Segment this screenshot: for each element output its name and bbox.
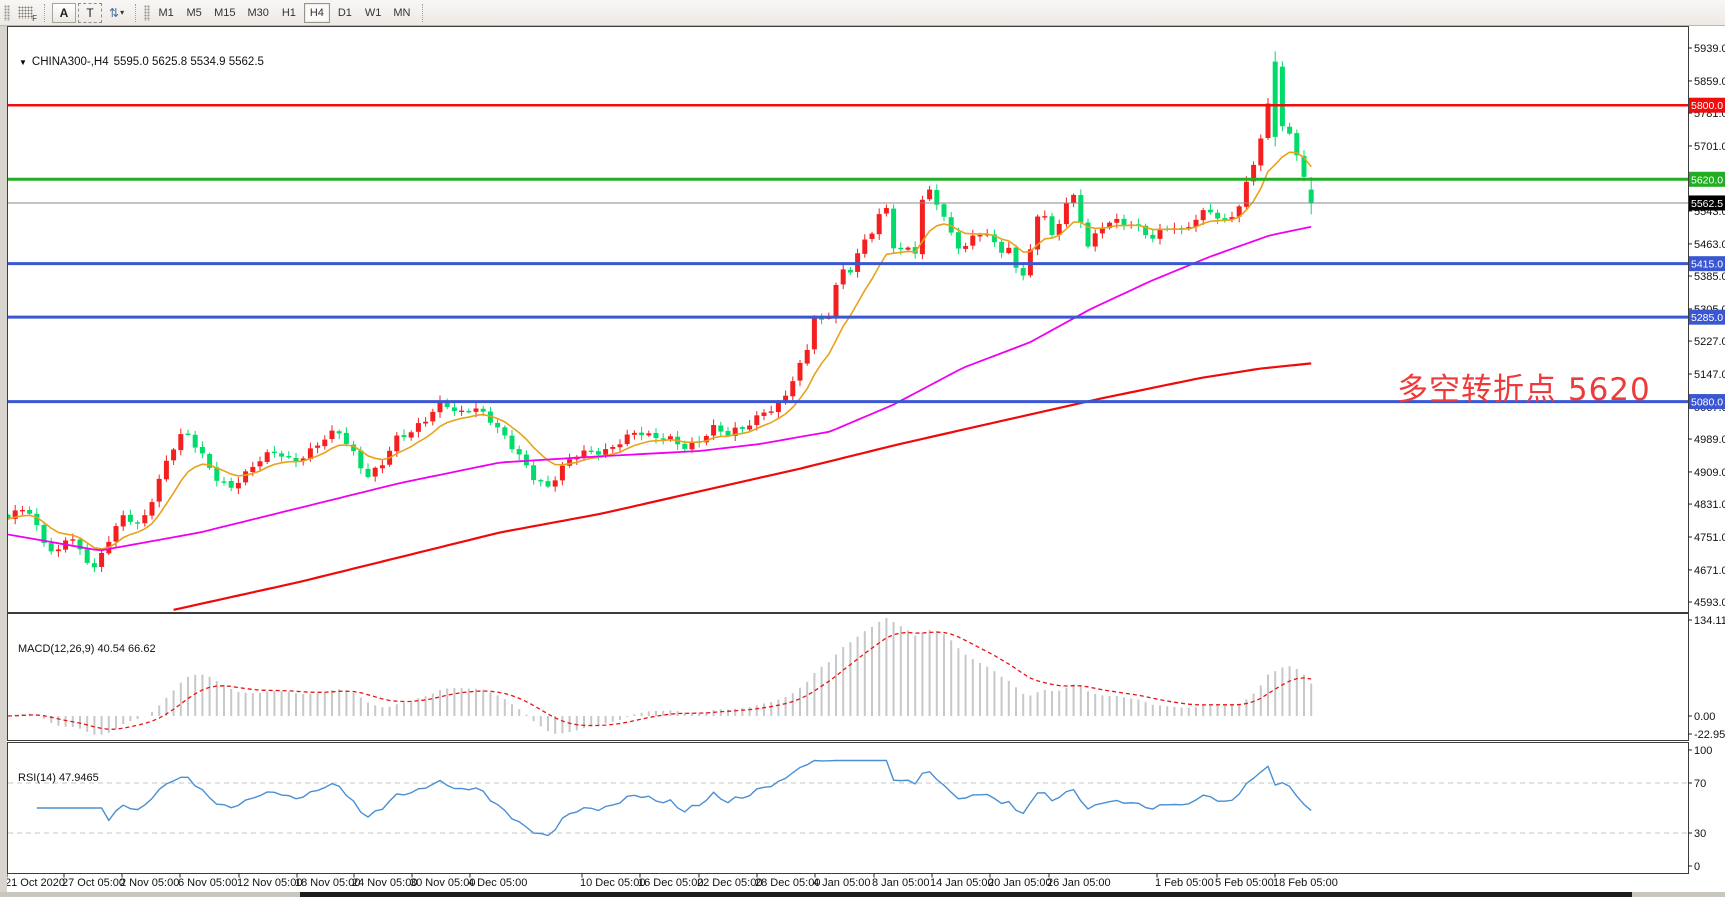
svg-text:4751.0: 4751.0 (1694, 532, 1725, 544)
timeframe-button-m15[interactable]: M15 (214, 6, 236, 19)
grid-icon: F (18, 6, 37, 23)
timeframe-button-w1[interactable]: W1 (364, 6, 382, 19)
level-lines (8, 103, 1688, 404)
svg-text:100: 100 (1694, 745, 1712, 757)
chart-region: 5939.0 5859.0 5781.0 5701.0 5543.0 5463.0 5385… (7, 26, 1725, 892)
toolbar-separator (135, 3, 137, 22)
svg-text:5 Feb 05:00: 5 Feb 05:00 (1215, 877, 1274, 889)
objects-dropdown-button[interactable]: ⇅ ▾ (104, 3, 129, 23)
chart-shift-button[interactable]: F (13, 3, 38, 23)
svg-text:30 Nov 05:00: 30 Nov 05:00 (410, 877, 475, 889)
chart-title: ▼ CHINA300-,H4 5595.0 5625.8 5534.9 5562… (19, 56, 264, 68)
svg-text:18 Feb 05:00: 18 Feb 05:00 (1273, 877, 1338, 889)
svg-text:14 Jan 05:00: 14 Jan 05:00 (930, 877, 994, 889)
text-label-button[interactable]: T (78, 2, 102, 23)
ohlc-readout: 5595.0 5625.8 5534.9 5562.5 (113, 56, 264, 68)
rsi-indicator-label: RSI(14) 47.9465 (18, 772, 99, 784)
timeframe-button-h4[interactable]: H4 (303, 2, 330, 23)
moving-averages (8, 151, 1312, 611)
svg-text:134.11: 134.11 (1694, 615, 1725, 627)
svg-text:4 Dec 05:00: 4 Dec 05:00 (468, 877, 527, 889)
toolbar-separator (44, 3, 46, 22)
svg-text:4593.0: 4593.0 (1694, 597, 1725, 609)
svg-text:4909.0: 4909.0 (1694, 467, 1725, 479)
timeframe-button-m1[interactable]: M1 (158, 6, 174, 19)
timeframe-button-m30[interactable]: M30 (247, 6, 269, 19)
macd-panel: 134.11 0.00 -22.95 (7, 615, 1725, 741)
timeframe-button-mn[interactable]: MN (393, 6, 411, 19)
svg-text:0: 0 (1694, 861, 1700, 873)
collapse-triangle-icon[interactable]: ▼ (19, 57, 27, 67)
svg-text:1 Feb 05:00: 1 Feb 05:00 (1155, 877, 1214, 889)
symbol-period: CHINA300-,H4 (31, 56, 109, 68)
svg-text:5701.0: 5701.0 (1694, 141, 1725, 153)
svg-text:5285.0: 5285.0 (1691, 312, 1723, 324)
svg-text:5227.0: 5227.0 (1694, 336, 1725, 348)
svg-text:27 Oct 05:00: 27 Oct 05:00 (62, 877, 125, 889)
svg-text:22 Dec 05:00: 22 Dec 05:00 (697, 877, 762, 889)
svg-text:4831.0: 4831.0 (1694, 499, 1725, 511)
candlesticks (8, 51, 1314, 573)
svg-text:24 Nov 05:00: 24 Nov 05:00 (352, 877, 417, 889)
svg-text:21 Oct 2020: 21 Oct 2020 (7, 877, 65, 889)
svg-text:5939.0: 5939.0 (1694, 43, 1725, 55)
macd-indicator-label: MACD(12,26,9) 40.54 66.62 (18, 643, 156, 655)
svg-text:5385.0: 5385.0 (1694, 271, 1725, 283)
svg-text:30: 30 (1694, 828, 1706, 840)
svg-text:20 Jan 05:00: 20 Jan 05:00 (988, 877, 1052, 889)
timeframe-button-h1[interactable]: H1 (281, 6, 296, 19)
svg-text:5463.0: 5463.0 (1694, 239, 1725, 251)
svg-text:16 Dec 05:00: 16 Dec 05:00 (638, 877, 703, 889)
price-axis: 5939.05859.05781.05701.05543.05463.05385… (1688, 43, 1725, 609)
timeframe-group-handle[interactable] (144, 4, 151, 21)
svg-text:5859.0: 5859.0 (1694, 76, 1725, 88)
svg-text:70: 70 (1694, 778, 1706, 790)
svg-text:5415.0: 5415.0 (1691, 259, 1723, 271)
chart-text-annotation: 多空转折点 5620 (1397, 372, 1651, 408)
svg-text:6 Nov 05:00: 6 Nov 05:00 (178, 877, 237, 889)
svg-text:5080.0: 5080.0 (1691, 397, 1723, 409)
bottom-strip-left (0, 892, 300, 897)
svg-text:18 Nov 05:00: 18 Nov 05:00 (295, 877, 360, 889)
svg-text:12 Nov 05:00: 12 Nov 05:00 (237, 877, 302, 889)
chevron-down-icon: ▾ (120, 8, 125, 17)
svg-text:5800.0: 5800.0 (1691, 100, 1723, 112)
svg-text:5620.0: 5620.0 (1691, 174, 1723, 186)
arrows-icon: ⇅ (109, 5, 119, 20)
chart-canvas[interactable]: 5939.05859.05781.05701.05543.05463.05385… (7, 26, 1725, 892)
svg-text:26 Jan 05:00: 26 Jan 05:00 (1047, 877, 1111, 889)
toolbar-drag-handle[interactable] (4, 4, 10, 21)
svg-text:4989.0: 4989.0 (1694, 434, 1725, 446)
svg-text:10 Dec 05:00: 10 Dec 05:00 (580, 877, 645, 889)
svg-text:5147.0: 5147.0 (1694, 369, 1725, 381)
text-a-button[interactable]: A (52, 2, 76, 23)
panel-borders (7, 26, 1689, 874)
svg-text:8 Jan 05:00: 8 Jan 05:00 (872, 877, 930, 889)
svg-text:5562.5: 5562.5 (1691, 198, 1723, 210)
toolbar-separator (421, 3, 424, 22)
timeframe-button-d1[interactable]: D1 (337, 6, 352, 19)
svg-text:4 Jan 05:00: 4 Jan 05:00 (813, 877, 871, 889)
svg-text:0.00: 0.00 (1694, 711, 1715, 723)
timeframe-button-group: M1 M5 M15 M30 H1 H4 D1 W1 MN (152, 2, 416, 23)
bottom-strip-dark (300, 892, 1632, 897)
rsi-panel: 100 70 30 0 (8, 745, 1712, 873)
toolbar: F A T ⇅ ▾ M1 M5 M15 M30 H1 H4 D1 W1 MN (0, 0, 1725, 26)
timeframe-button-m5[interactable]: M5 (186, 6, 202, 19)
svg-text:4671.0: 4671.0 (1694, 565, 1725, 577)
bottom-strip-right (1632, 892, 1725, 897)
svg-text:-22.95: -22.95 (1694, 729, 1725, 741)
svg-text:28 Dec 05:00: 28 Dec 05:00 (755, 877, 820, 889)
svg-text:2 Nov 05:00: 2 Nov 05:00 (120, 877, 179, 889)
